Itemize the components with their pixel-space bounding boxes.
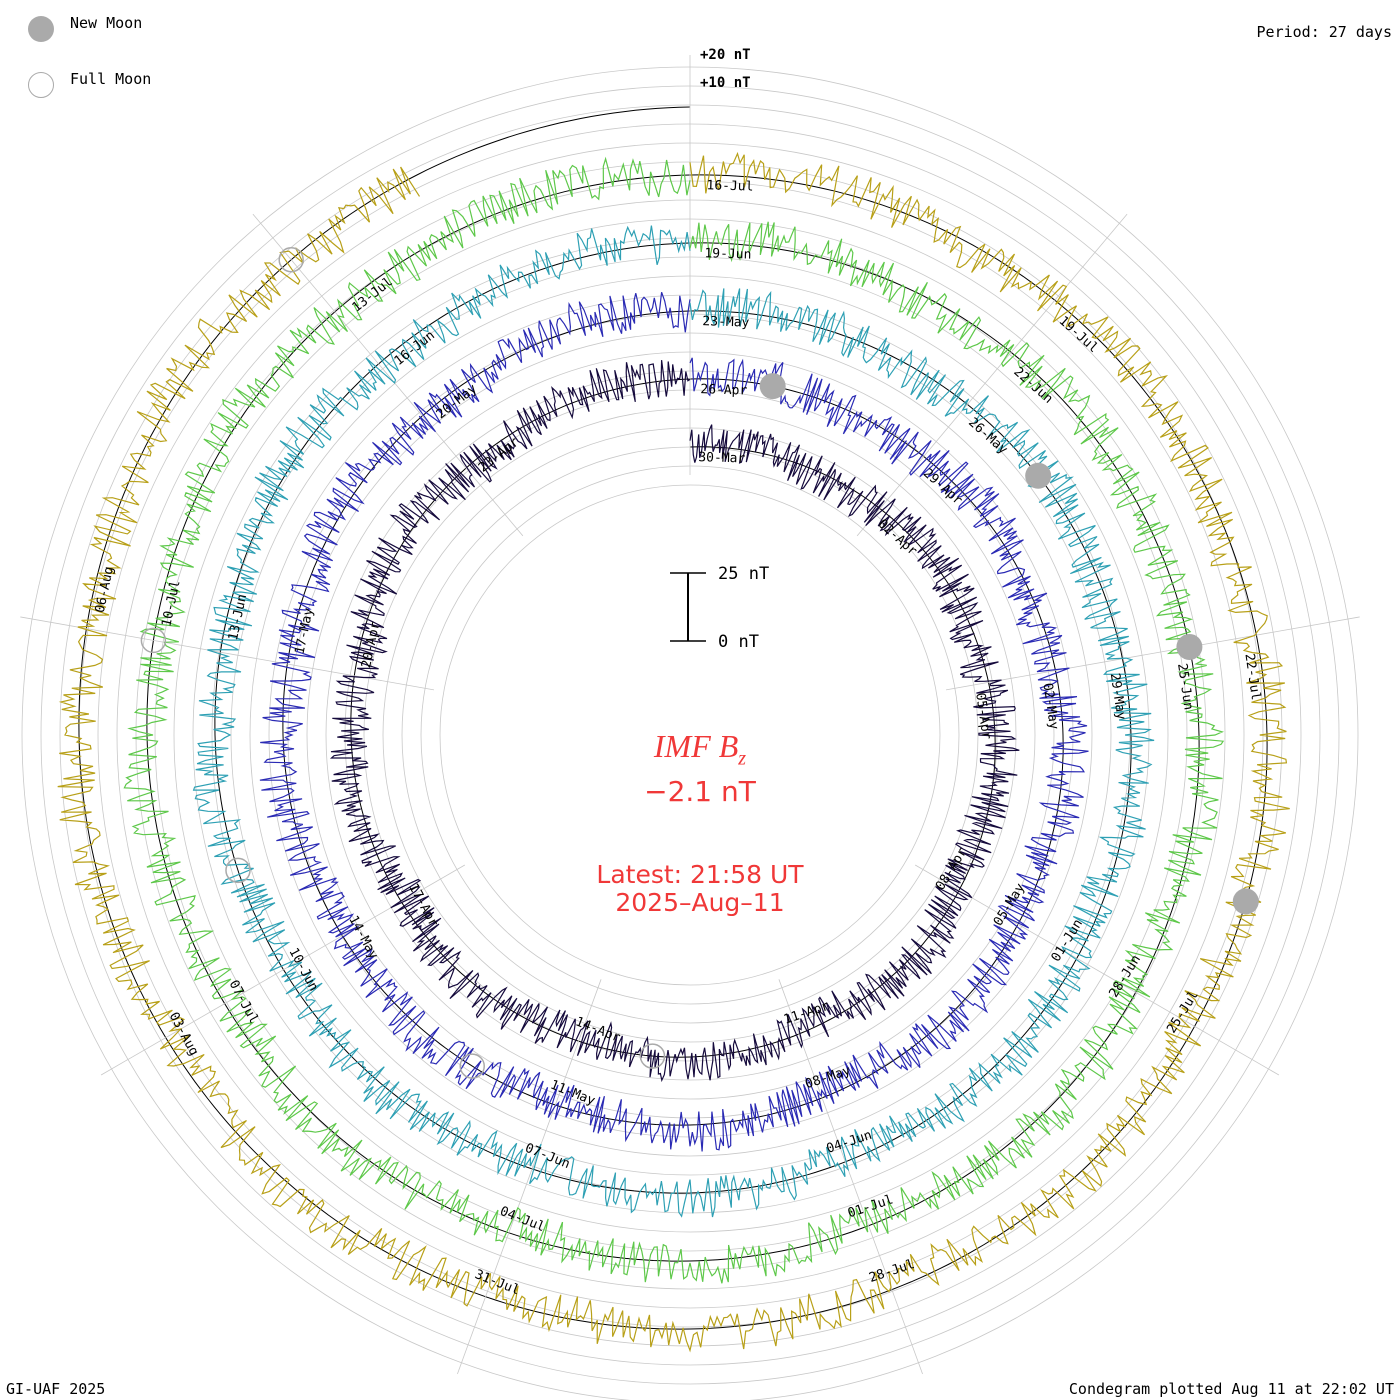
bz-turn-line: [259, 292, 1089, 1152]
bz-turn-line: [123, 156, 1225, 1284]
scale-top-label: +20 nT: [700, 47, 751, 63]
quantity-name: IMF B: [653, 728, 739, 764]
date-tick-label: 07-Jul: [226, 978, 261, 1026]
period-label: Period: 27 days: [1256, 23, 1392, 41]
date-spoke: [945, 616, 1360, 691]
quantity-title: IMF Bz: [450, 728, 950, 770]
quantity-subscript: z: [738, 747, 747, 770]
date-tick-label: 25-Jun: [1174, 662, 1196, 711]
date-tick-label: 29-May: [1107, 672, 1129, 721]
date-tick-label: 23-May: [702, 314, 750, 330]
date-spoke: [457, 979, 602, 1375]
new-moon-icon: [28, 16, 54, 42]
new-moon-marker: [1176, 633, 1203, 660]
bz-turn-line: [192, 225, 1155, 1218]
date-tick-label: 22-Jul: [1241, 653, 1263, 702]
moon-markers: [140, 246, 1259, 1079]
full-moon-marker: [459, 1053, 485, 1079]
date-spoke: [252, 213, 524, 537]
footer-plot-time: Condegram plotted Aug 11 at 22:02 UT: [1068, 1380, 1394, 1398]
bz-series: [57, 151, 1290, 1353]
full-moon-marker: [639, 1043, 666, 1069]
full-moon-label: Full Moon: [70, 70, 152, 88]
date-tick-label: 05-Apr: [972, 692, 994, 741]
date-tick-label: 06-Aug: [93, 565, 117, 614]
radial-spokes: [20, 55, 1360, 1375]
new-moon-marker: [759, 373, 786, 400]
date-tick-label: 30-Mar: [698, 450, 746, 466]
date-spoke: [914, 864, 1280, 1076]
date-tick-label: 02-May: [1039, 682, 1061, 731]
zero-baseline-spiral: [78, 106, 1268, 1330]
date-spoke: [778, 979, 923, 1375]
date-tick-label: 19-Jun: [704, 246, 751, 262]
date-tick-label: 17-May: [293, 606, 317, 655]
footer-credit: GI-UAF 2025: [6, 1380, 106, 1398]
date-tick-label: 28-Jul: [867, 1257, 916, 1286]
bz-turn-line: [57, 151, 1290, 1353]
full-moon-marker: [140, 627, 167, 654]
date-tick-label: 16-Jun: [392, 328, 438, 369]
latest-time: Latest: 21:58 UT: [596, 860, 804, 889]
date-tick-label: 01-Jul: [846, 1192, 895, 1221]
date-tick-label: 07-Jun: [523, 1141, 572, 1172]
full-moon-marker: [278, 246, 304, 273]
date-tick-label: 26-Apr: [700, 382, 748, 398]
full-moon-icon: [28, 72, 54, 98]
new-moon-marker: [1232, 888, 1259, 915]
date-tick-label: 05-May: [991, 881, 1029, 929]
date-tick-label: 01-Jun: [1049, 917, 1086, 965]
latest-date: 2025–Aug–11: [615, 888, 785, 917]
date-tick-label: 16-Jul: [706, 178, 753, 194]
new-moon-marker: [1025, 462, 1052, 489]
date-tick-label: 10-Jul: [159, 579, 183, 628]
scale-bar-bottom-label: 0 nT: [718, 632, 759, 652]
scale-ring: [439, 484, 941, 986]
full-moon-marker: [225, 857, 251, 884]
current-value: −2.1 nT: [644, 775, 756, 808]
new-moon-label: New Moon: [70, 14, 143, 32]
scale-bar-top-label: 25 nT: [718, 564, 770, 584]
date-spoke: [856, 213, 1128, 537]
bz-turn-line: [329, 360, 1020, 1083]
date-spoke: [100, 864, 466, 1076]
scale-second-label: +10 nT: [700, 75, 751, 91]
